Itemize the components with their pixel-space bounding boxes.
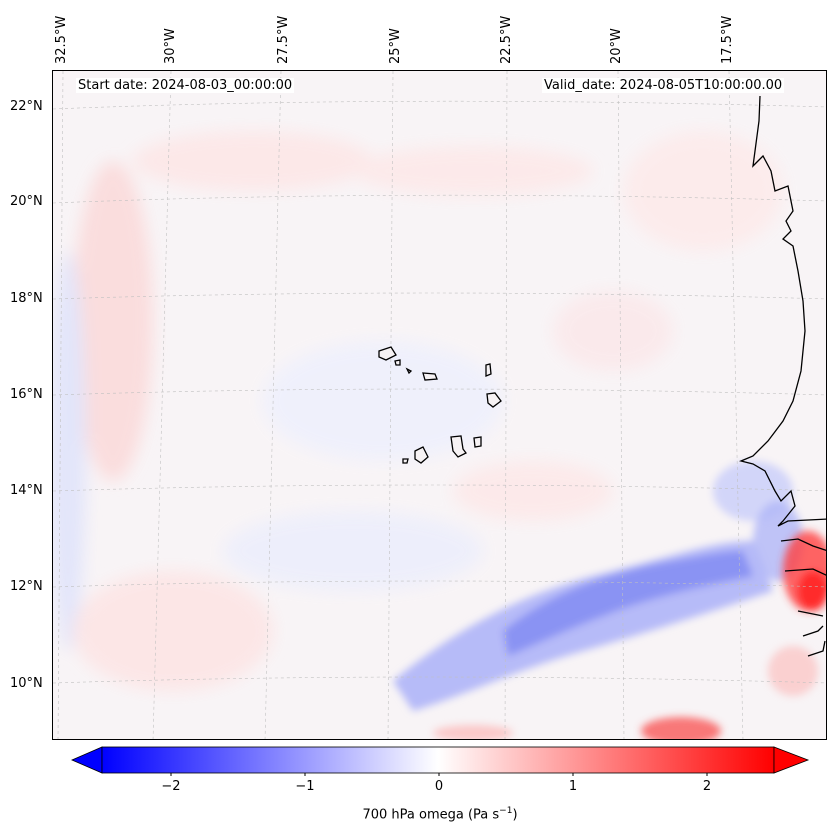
colorbar-tick-label: 2: [702, 779, 712, 794]
colorbar-tick-label: −2: [161, 779, 181, 794]
omega-field-map: [53, 71, 826, 739]
valid-date-label: Valid_date: 2024-08-05T10:00:00.00: [542, 78, 785, 93]
lat-label: 18°N: [10, 291, 43, 306]
coastline: [738, 95, 826, 657]
lon-label: 17.5°W: [720, 15, 735, 64]
field-background-patches: [53, 131, 783, 691]
lon-label: 25°W: [388, 28, 403, 64]
colorbar-extend-right: [773, 746, 810, 774]
lon-label: 20°W: [609, 28, 624, 64]
colorbar-tick-marks: [170, 773, 708, 776]
graticule: [53, 71, 826, 739]
positive-omega-patches: [433, 531, 826, 739]
lat-label: 22°N: [10, 99, 43, 114]
colorbar: [70, 746, 810, 776]
colorbar-label-close: ): [512, 807, 518, 823]
colorbar-body: [101, 746, 775, 774]
colorbar-label-text: 700 hPa omega (Pa s: [362, 807, 500, 823]
colorbar-label: 700 hPa omega (Pa s−1): [362, 806, 517, 822]
lat-label: 14°N: [10, 483, 43, 498]
lon-label: 30°W: [163, 28, 178, 64]
lat-label: 10°N: [10, 676, 43, 691]
colorbar-label-exponent: −1: [499, 806, 513, 816]
lat-label: 20°N: [10, 194, 43, 209]
colorbar-tick-label: −1: [295, 779, 315, 794]
colorbar-tick-label: 1: [568, 779, 578, 794]
lon-label: 22.5°W: [499, 15, 514, 64]
colorbar-extend-left: [70, 746, 103, 774]
start-date-label: Start date: 2024-08-03_00:00:00: [76, 78, 295, 93]
lon-label: 27.5°W: [276, 15, 291, 64]
cape-verde-islands: [378, 346, 502, 464]
lon-label: 32.5°W: [54, 15, 69, 64]
colorbar-tick-label: 0: [434, 779, 444, 794]
map-frame: [52, 70, 827, 740]
lat-label: 16°N: [10, 387, 43, 402]
lat-label: 12°N: [10, 579, 43, 594]
